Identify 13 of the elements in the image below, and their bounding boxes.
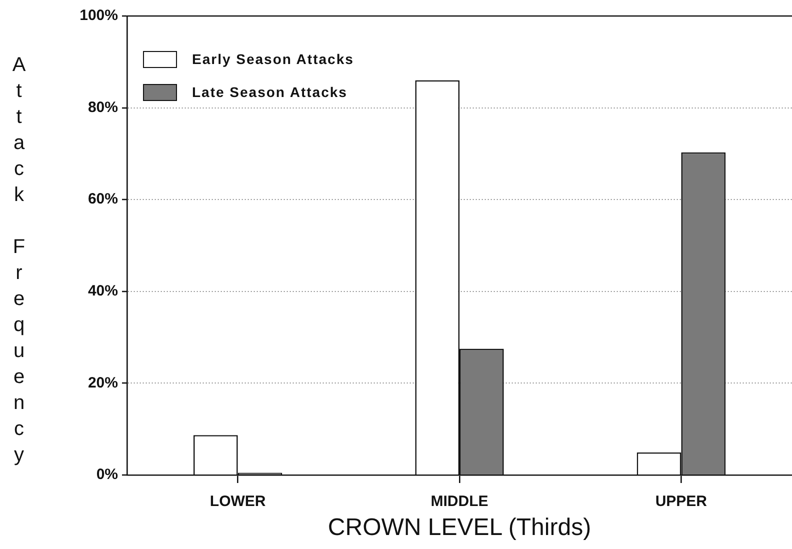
x-tick-label: UPPER	[655, 493, 708, 510]
y-tick-label: 20%	[88, 374, 118, 392]
legend-label: Late Season Attacks	[192, 84, 348, 100]
y-tick-label: 60%	[88, 190, 118, 208]
y-tick-label: 40%	[88, 282, 118, 300]
x-tick-label: LOWER	[210, 493, 266, 510]
y-axis-title: Attack Frequency	[8, 54, 30, 470]
y-tick-label: 0%	[96, 466, 118, 484]
y-tick-label: 100%	[80, 7, 118, 24]
y-tick-label: 80%	[88, 98, 118, 116]
x-tick-label: MIDDLE	[430, 493, 488, 510]
legend-label: Early Season Attacks	[192, 51, 354, 67]
x-axis-title: CROWN LEVEL (Thirds)	[328, 514, 592, 542]
